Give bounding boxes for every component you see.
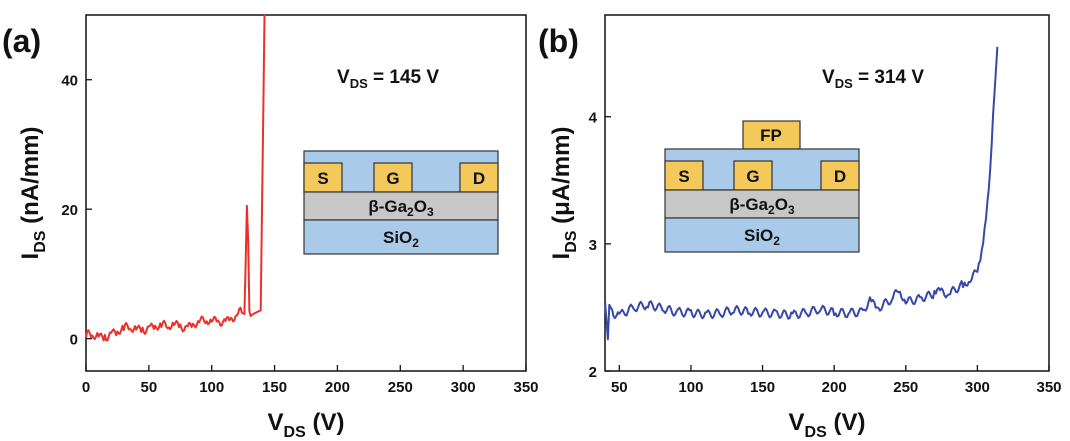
panel-a-xtick-label-7: 350 [513,379,538,396]
panel-a-x-axis-label: VDS (V) [268,409,345,441]
panel-a-inset-substrate-label: SiO2 [383,228,419,250]
panel-b-inset-source [664,160,704,191]
panel-b-inset-semiconductor [664,189,860,219]
panel-a-yticks: 0 20 40 [61,73,92,349]
panel-b-xticks: 50 100 150 200 250 300 350 [611,365,1062,396]
panel-a-xtick-label-2: 100 [199,379,224,396]
panel-a-xtick-label-1: 50 [141,379,158,396]
panel-b-xtick-label-6: 350 [1036,379,1061,396]
panel-a-inset-gate-label: G [386,169,399,188]
panel-b-xtick-label-3: 200 [822,379,847,396]
panel-b-label: (b) [538,23,579,59]
panel-b-plot-frame [604,14,1050,372]
panel-b-ytick-label-1: 3 [589,237,597,254]
panel-b-ytick-label-0: 2 [589,364,597,381]
panel-b-inset-drain [820,160,860,191]
panel-b-series [604,46,999,341]
panel-a-plot-frame [85,14,527,372]
panel-b-xtick-label-2: 150 [750,379,775,396]
panel-b-inset-source-label: S [678,167,689,186]
panel-b-xtick-label-1: 100 [678,379,703,396]
panel-a-device-inset: S G D β-Ga2O3 SiO2 [303,150,499,255]
panel-a-label: (a) [2,23,41,59]
panel-a-inset-source-label: S [317,169,328,188]
panel-a-inset-semiconductor [303,191,499,221]
panel-a-ytick-label-2: 40 [61,73,78,90]
panel-b-yticks: 2 3 4 [589,110,611,381]
panel-b-inset-field-plate-label: FP [760,126,782,145]
panel-a-xtick-label-6: 300 [451,379,476,396]
panel-b-xtick-label-4: 250 [893,379,918,396]
panel-b-ytick-label-2: 4 [589,110,598,127]
panel-b-inset-gate [733,160,773,191]
panel-a: (a) 0 50 100 150 200 250 300 350 0 20 40 S G D β-… [2,14,539,441]
panel-b: (b) 50 100 150 200 250 300 350 2 3 4 FP S G D β-… [538,14,1062,441]
panel-a-series [85,14,266,342]
panel-a-annotation: VDS = 145 V [337,67,439,91]
panel-a-y-axis-label: IDS (nA/mm) [17,127,49,260]
panel-b-inset-gate-label: G [746,167,759,186]
panel-b-device-inset: FP S G D β-Ga2O3 SiO2 [664,120,860,253]
panel-a-xtick-label-4: 200 [325,379,350,396]
panel-b-annotation: VDS = 314 V [822,67,924,91]
panel-a-series-line-0 [85,14,266,342]
panel-b-xtick-label-0: 50 [611,379,628,396]
panel-a-ytick-label-1: 20 [61,202,78,219]
panel-b-inset-substrate-label: SiO2 [744,226,780,248]
panel-b-inset-substrate [664,217,860,253]
panel-a-inset-drain-label: D [473,169,485,188]
panel-a-xtick-label-0: 0 [82,379,90,396]
panel-b-series-line-0 [604,46,999,341]
panel-b-inset-drain-label: D [834,167,846,186]
panel-b-y-axis-label: IDS (μA/mm) [548,127,580,260]
panel-a-xtick-label-5: 250 [388,379,413,396]
panel-b-inset-semiconductor-label: β-Ga2O3 [729,195,795,217]
panel-a-inset-gate [373,162,413,193]
panel-b-inset-field-plate [742,120,801,150]
panel-b-xtick-label-5: 300 [965,379,990,396]
panel-a-ytick-label-0: 0 [70,332,78,349]
panel-b-x-axis-label: VDS (V) [789,409,866,441]
panel-a-xticks: 0 50 100 150 200 250 300 350 [82,365,539,396]
panel-a-inset-semiconductor-label: β-Ga2O3 [368,197,434,219]
panel-a-inset-source [303,162,343,193]
panel-a-inset-substrate [303,219,499,255]
panel-a-xtick-label-3: 150 [262,379,287,396]
